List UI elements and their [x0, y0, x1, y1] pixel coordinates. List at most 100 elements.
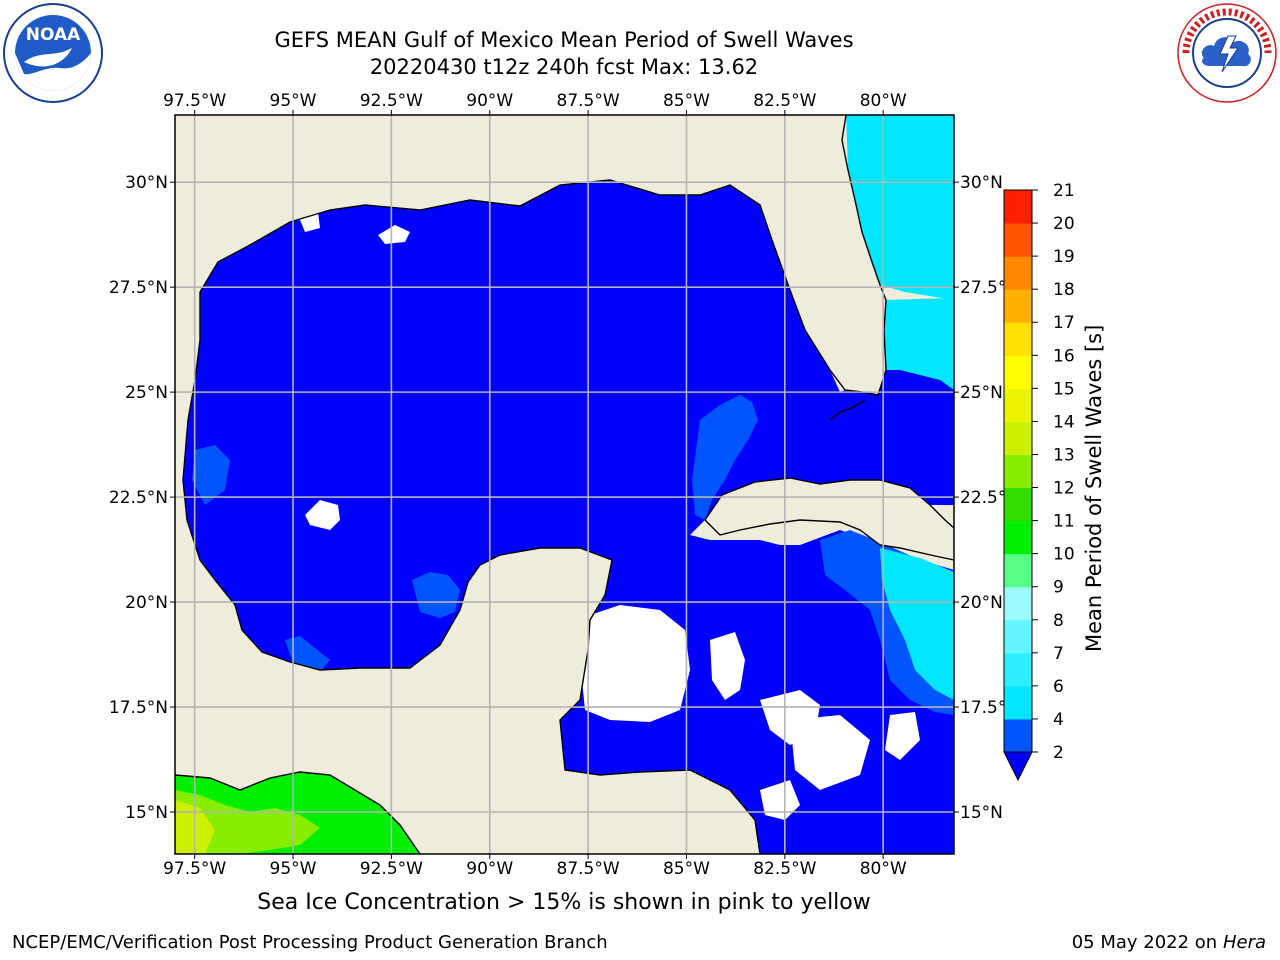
- lat-labels-left: 30°N 27.5°N 25°N 22.5°N 20°N 17.5°N 15°N: [109, 173, 168, 823]
- cuba-island: [705, 478, 954, 560]
- colorbar-band: [1004, 190, 1032, 224]
- tick-marks: [170, 110, 959, 859]
- colorbar-tick-label: 18: [1053, 280, 1075, 300]
- chart-title: GEFS MEAN Gulf of Mexico Mean Period of …: [274, 28, 854, 52]
- colorbar-tick-label: 10: [1053, 545, 1075, 565]
- no-data-patch-caribbean-6: [760, 780, 800, 820]
- map-frame: [174, 114, 955, 855]
- no-data-patch-caribbean-5: [885, 712, 920, 760]
- lat-label: 22.5°N: [109, 488, 168, 508]
- colorbar-band: [1004, 652, 1032, 687]
- colorbar-tick-label: 21: [1053, 181, 1075, 201]
- colorbar-band: [1004, 388, 1032, 422]
- colorbar-extend-arrow: [1003, 751, 1033, 782]
- colorbar-tick-label: 6: [1053, 677, 1064, 697]
- us-gulf-coast-land: [175, 115, 846, 700]
- colorbar-tick-label: 11: [1053, 512, 1075, 532]
- colorbar-label: Mean Period of Swell Waves [s]: [1082, 324, 1106, 652]
- colorbar-band: [1004, 289, 1032, 323]
- colorbar-band: [1004, 223, 1032, 257]
- noaa-logo-text: NOAA: [26, 25, 81, 45]
- colorbar-band: [1004, 256, 1032, 290]
- colorbar-tick-label: 20: [1053, 214, 1075, 234]
- lat-label: 15°N: [960, 803, 1003, 823]
- swell-patch-caribbean-cyan: [880, 548, 954, 700]
- gulf-swell-field: [183, 180, 954, 854]
- colorbar-tick-label: 14: [1053, 412, 1075, 432]
- colorbar-band: [1004, 487, 1032, 522]
- lon-label: 95°W: [270, 859, 317, 879]
- colorbar-band: [1004, 553, 1032, 588]
- colorbar-band: [1004, 586, 1032, 621]
- footer-machine: Hera: [1222, 932, 1266, 953]
- lon-label: 85°W: [663, 91, 710, 111]
- lat-label: 30°N: [125, 173, 168, 193]
- lat-label: 30°N: [960, 173, 1003, 193]
- colorbar-band: [1004, 619, 1032, 654]
- no-data-patch-caribbean-2: [710, 632, 745, 700]
- colorbar-tick-label: 2: [1053, 743, 1064, 763]
- coastlines: [175, 115, 954, 854]
- colorbar-tick-label: 13: [1053, 445, 1075, 465]
- colorbar-frame: [1003, 189, 1033, 753]
- colorbar-band: [1004, 421, 1032, 455]
- no-data-patch-gulf-north: [378, 225, 410, 244]
- colorbar-band: [1004, 454, 1032, 489]
- footer-date: 05 May 2022 on: [1071, 932, 1218, 953]
- colorbar-tick-label: 8: [1053, 611, 1064, 631]
- no-data-patch-gulf-west: [305, 500, 340, 530]
- swell-patch-yucatan-channel: [692, 395, 758, 520]
- colorbar-band: [1004, 322, 1032, 356]
- florida-peninsula: [760, 115, 954, 395]
- lon-labels-top: 97.5°W 95°W 92.5°W 90°W 87.5°W 85°W 82.5°W 80°W: [163, 91, 907, 111]
- lat-label: 20°N: [125, 593, 168, 613]
- lat-label: 27.5°N: [109, 278, 168, 298]
- national-weather-service-logo-icon: [1177, 3, 1277, 103]
- lon-label: 87.5°W: [557, 859, 620, 879]
- lon-label: 82.5°W: [753, 859, 816, 879]
- lat-label: 20°N: [960, 593, 1003, 613]
- no-data-patch-caribbean-4: [790, 715, 870, 790]
- colorbar-tick-label: 7: [1053, 644, 1064, 664]
- colorbar-band: [1004, 355, 1032, 389]
- colorbar-band: [1004, 520, 1032, 555]
- lon-label: 90°W: [466, 91, 513, 111]
- gridlines: [175, 115, 954, 854]
- lon-label: 80°W: [860, 859, 907, 879]
- lon-label: 97.5°W: [163, 859, 226, 879]
- colorbar-tick-label: 16: [1053, 346, 1075, 366]
- lon-label: 85°W: [663, 859, 710, 879]
- lat-label: 25°N: [125, 383, 168, 403]
- colorbar-tick-label: 17: [1053, 313, 1075, 333]
- lat-label: 15°N: [125, 803, 168, 823]
- swell-patch-western-gulf: [192, 445, 230, 505]
- footer-branch-text: NCEP/EMC/Verification Post Processing Pr…: [12, 932, 608, 953]
- lon-label: 90°W: [466, 859, 513, 879]
- noaa-logo-icon: NOAA: [3, 3, 103, 103]
- map-plot-area: [175, 115, 954, 854]
- sea-ice-note: Sea Ice Concentration > 15% is shown in …: [257, 890, 871, 915]
- atlantic-swell-field: [842, 115, 954, 300]
- no-data-patch-caribbean: [582, 605, 690, 722]
- colorbar-band: [1004, 685, 1032, 720]
- lat-label: 17.5°N: [109, 698, 168, 718]
- lon-label: 92.5°W: [360, 859, 423, 879]
- lon-label: 87.5°W: [557, 91, 620, 111]
- chart-subtitle: 20220430 t12z 240h fcst Max: 13.62: [369, 55, 759, 79]
- colorbar-tick-label: 15: [1053, 379, 1075, 399]
- lon-label: 82.5°W: [753, 91, 816, 111]
- lon-labels-bottom: 97.5°W 95°W 92.5°W 90°W 87.5°W 85°W 82.5°W 80°W: [163, 859, 907, 879]
- colorbar-tick-label: 9: [1053, 578, 1064, 598]
- swell-patch-campeche: [412, 572, 460, 618]
- lon-label: 80°W: [860, 91, 907, 111]
- colorbar-tick-label: 12: [1053, 479, 1075, 499]
- lon-label: 97.5°W: [163, 91, 226, 111]
- yucatan-peninsula: [175, 548, 760, 854]
- footer-date-text: 05 May 2022 on Hera: [1072, 932, 1266, 953]
- colorbar-band: [1004, 718, 1032, 753]
- colorbar-tick-label: 4: [1053, 710, 1064, 730]
- colorbar: 2 4 6 7 8 9 10 11 12 13 14 15 16 17 18 19 20 21: [1003, 181, 1075, 782]
- lat-label: 25°N: [960, 383, 1003, 403]
- lon-label: 95°W: [270, 91, 317, 111]
